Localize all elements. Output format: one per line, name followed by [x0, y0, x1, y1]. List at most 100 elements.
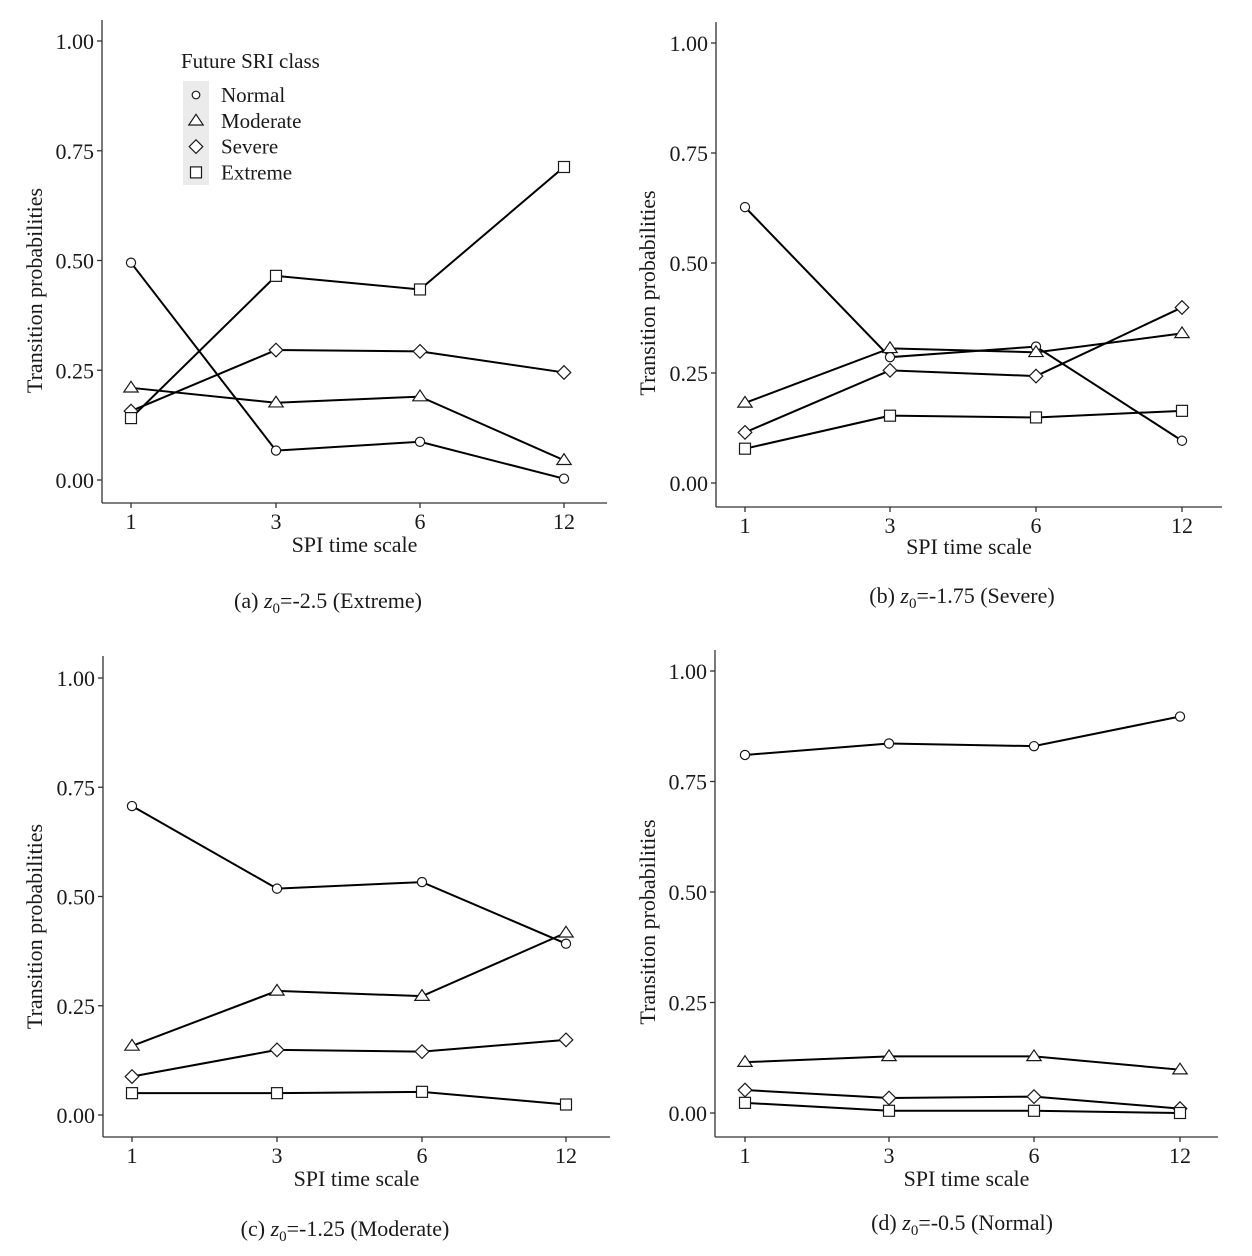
- series-line-extreme: [130, 166, 565, 419]
- data-point-normal: [271, 883, 283, 894]
- data-point-severe: [1174, 299, 1190, 316]
- x-tick-label: 12: [555, 1143, 577, 1168]
- data-point-moderate: [1171, 1062, 1189, 1075]
- data-point-extreme: [738, 1096, 752, 1109]
- x-tick-label: 6: [1029, 1143, 1040, 1168]
- data-point-extreme: [883, 409, 897, 422]
- data-point-normal: [1028, 740, 1040, 752]
- x-tick-label: 6: [1031, 513, 1042, 538]
- data-point-normal: [558, 473, 570, 484]
- data-point-severe: [1026, 1088, 1042, 1105]
- y-tick-label: 0.00: [57, 1103, 96, 1128]
- y-tick-label: 1.00: [669, 659, 708, 684]
- data-point-severe: [1028, 368, 1044, 384]
- y-tick-label: 0.25: [56, 358, 95, 383]
- x-tick-label: 12: [553, 509, 575, 534]
- data-point-severe: [268, 342, 284, 358]
- data-point-severe: [269, 1042, 285, 1058]
- data-point-normal: [414, 436, 426, 448]
- panel-caption: (b) z0=-1.75 (Severe): [869, 583, 1054, 612]
- y-tick-label: 0.25: [669, 991, 708, 1016]
- data-point-normal: [739, 749, 751, 761]
- y-tick-label: 0.00: [669, 1101, 708, 1126]
- data-point-severe: [737, 424, 753, 441]
- data-point-normal: [1176, 435, 1188, 446]
- data-point-moderate: [1025, 1048, 1043, 1062]
- data-point-moderate: [413, 988, 431, 1001]
- series-line-severe: [744, 1089, 1181, 1110]
- x-tick-label: 1: [740, 1143, 751, 1168]
- x-tick-label: 3: [272, 1143, 283, 1168]
- data-point-moderate: [122, 380, 140, 393]
- x-tick-label: 6: [415, 509, 426, 534]
- data-point-extreme: [415, 1085, 429, 1098]
- series-line-moderate: [744, 1055, 1181, 1071]
- data-point-extreme: [738, 442, 752, 455]
- triangle-icon: [187, 113, 205, 126]
- legend-label-normal: Normal: [221, 83, 285, 107]
- y-axis-title: Transition probabilities: [635, 190, 660, 395]
- panel-d: 0.00 0.25 0.50 0.75 1.00 1 3 6 12 SPI time scale T…: [635, 650, 1218, 1239]
- x-tick-label: 1: [740, 513, 751, 538]
- data-point-moderate: [555, 452, 573, 466]
- y-tick-label: 0.25: [57, 994, 96, 1019]
- diamond-icon: [188, 138, 204, 155]
- x-axis-title: SPI time scale: [904, 1166, 1030, 1191]
- data-point-extreme: [1027, 1104, 1041, 1117]
- panel-b: 0.00 0.25 0.50 0.75 1.00 1 3 6 12 SPI time scale T…: [635, 22, 1222, 612]
- data-point-moderate: [557, 925, 575, 938]
- data-point-moderate: [880, 1048, 898, 1062]
- panel-caption: (c) z0=-1.25 (Moderate): [241, 1216, 450, 1245]
- y-tick-label: 0.50: [669, 880, 708, 905]
- data-point-extreme: [125, 1087, 139, 1100]
- y-tick-label: 0.00: [56, 468, 95, 493]
- x-tick-label: 1: [126, 509, 137, 534]
- y-tick-label: 0.75: [57, 775, 96, 800]
- data-point-moderate: [736, 395, 754, 408]
- x-axis-title: SPI time scale: [292, 532, 418, 557]
- data-point-extreme: [1173, 1106, 1187, 1120]
- panel-c: 0.00 0.25 0.50 0.75 1.00 1 3 6 12 SPI time scale T…: [22, 656, 610, 1245]
- data-point-severe: [412, 343, 428, 360]
- series-line-normal: [130, 262, 565, 480]
- series-line-normal: [744, 715, 1181, 756]
- series-line-severe: [744, 306, 1183, 434]
- data-point-normal: [883, 738, 895, 749]
- data-point-normal: [416, 876, 428, 888]
- legend: Future SRI class NormalModerateSevereExtr…: [181, 49, 320, 185]
- data-point-normal: [1174, 711, 1186, 722]
- data-point-moderate: [267, 395, 285, 408]
- data-point-normal: [126, 800, 138, 812]
- data-point-normal: [739, 201, 751, 213]
- data-point-extreme: [1175, 404, 1189, 417]
- data-point-moderate: [123, 1038, 141, 1051]
- series-line-severe: [131, 1038, 567, 1078]
- data-point-extreme: [124, 412, 138, 425]
- series-line-severe: [130, 349, 565, 412]
- data-point-extreme: [559, 1098, 573, 1111]
- data-point-extreme: [269, 269, 283, 282]
- series-line-extreme: [744, 1101, 1181, 1114]
- data-point-extreme: [1029, 411, 1043, 424]
- series-line-normal: [744, 206, 1183, 442]
- y-tick-label: 1.00: [57, 666, 96, 691]
- x-tick-label: 6: [417, 1143, 428, 1168]
- y-axis-title: Transition probabilities: [22, 824, 47, 1029]
- y-tick-label: 0.00: [670, 471, 709, 496]
- y-tick-label: 1.00: [56, 29, 95, 54]
- y-tick-label: 1.00: [670, 31, 709, 56]
- data-point-severe: [737, 1082, 753, 1098]
- data-point-moderate: [881, 340, 899, 354]
- data-point-severe: [556, 364, 572, 381]
- x-tick-label: 12: [1171, 513, 1193, 538]
- series-line-extreme: [132, 1090, 567, 1106]
- x-axis-title: SPI time scale: [906, 534, 1032, 559]
- legend-label-extreme: Extreme: [221, 160, 292, 184]
- y-axis-title: Transition probabilities: [635, 819, 660, 1024]
- data-point-moderate: [736, 1054, 754, 1067]
- y-tick-label: 0.25: [670, 361, 709, 386]
- legend-label-moderate: Moderate: [221, 109, 301, 133]
- data-point-normal: [884, 351, 896, 363]
- data-point-extreme: [270, 1087, 284, 1100]
